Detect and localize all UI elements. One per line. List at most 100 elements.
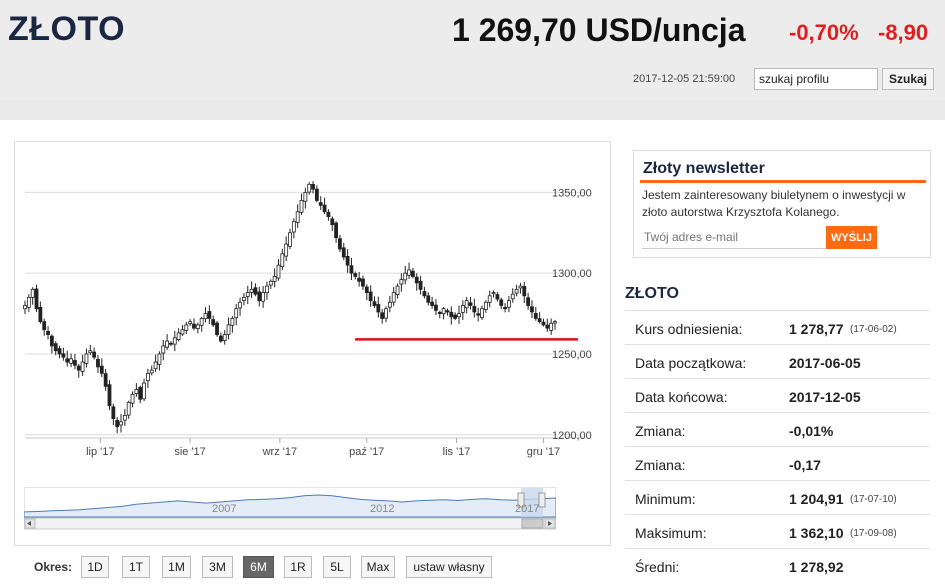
y-axis-labels: 1350,00 1300,00 1250,00 1200,00 xyxy=(552,187,592,441)
x-tick-label: wrz '17 xyxy=(262,446,298,458)
stats-row: Minimum: 1 204,91 (17-07-10) xyxy=(625,480,930,514)
candle xyxy=(126,400,131,419)
candle xyxy=(410,267,415,279)
candle xyxy=(172,330,177,352)
candle xyxy=(357,271,362,287)
candle xyxy=(184,321,189,334)
period-button-6m[interactable]: 6M xyxy=(243,556,274,578)
candle xyxy=(96,355,100,373)
candle xyxy=(480,305,484,320)
stats-label: Kurs odniesienia: xyxy=(635,321,743,337)
candle xyxy=(153,354,158,373)
scrollbar-thumb[interactable] xyxy=(521,518,544,529)
candle xyxy=(261,286,266,308)
newsletter-text: Jestem zainteresowany biuletynem o inwes… xyxy=(642,188,906,219)
candle xyxy=(34,284,39,313)
candle xyxy=(149,365,154,376)
newsletter-box: Złoty newsletter Jestem zainteresowany b… xyxy=(633,150,931,258)
period-button-3m[interactable]: 3M xyxy=(202,556,233,578)
profile-search-input[interactable] xyxy=(754,68,878,90)
search-button[interactable]: Szukaj xyxy=(882,68,934,90)
candle xyxy=(507,296,511,313)
candle xyxy=(353,271,358,280)
candle xyxy=(368,285,373,307)
candle xyxy=(526,292,531,310)
candle xyxy=(207,305,212,325)
grid-lines xyxy=(25,191,585,439)
candle xyxy=(291,218,296,239)
candle xyxy=(314,185,319,203)
candle xyxy=(545,318,550,332)
candle xyxy=(533,307,538,321)
candle xyxy=(460,300,465,320)
candle xyxy=(188,319,193,327)
navigator-tick-label: 2017 xyxy=(515,503,539,515)
candle xyxy=(487,290,492,308)
candle xyxy=(226,317,231,340)
candle xyxy=(234,303,239,326)
stats-value: 2017-06-05 xyxy=(789,355,861,371)
stats-value: 1 204,91 xyxy=(789,491,844,507)
newsletter-email-input[interactable] xyxy=(642,226,826,249)
stats-label: Maksimum: xyxy=(635,525,707,541)
candle xyxy=(42,318,47,336)
candle xyxy=(238,297,242,316)
candle xyxy=(61,347,66,361)
period-button-max[interactable]: Max xyxy=(361,556,395,578)
candle xyxy=(165,334,170,350)
navigator-selection xyxy=(521,488,543,517)
navigator-scrollbar[interactable] xyxy=(24,517,556,530)
candle xyxy=(130,391,135,408)
candle xyxy=(268,279,273,290)
candle xyxy=(211,315,216,328)
candle xyxy=(537,312,542,324)
candle xyxy=(284,236,289,262)
candle xyxy=(330,216,335,232)
chevron-right-icon xyxy=(548,521,552,526)
candle xyxy=(49,334,54,354)
candle xyxy=(345,249,350,273)
candle xyxy=(503,303,507,313)
candle xyxy=(84,348,89,368)
candle xyxy=(403,265,408,285)
candle xyxy=(138,385,143,404)
x-tick-label: paź '17 xyxy=(349,446,384,458)
stats-row: Data końcowa: 2017-12-05 xyxy=(625,378,930,412)
candle xyxy=(311,181,315,194)
navigator-handle-left[interactable] xyxy=(517,492,525,508)
range-navigator[interactable]: 2007 2012 2017 xyxy=(24,487,556,530)
stats-value: 1 278,77 xyxy=(789,321,844,337)
candle xyxy=(387,295,392,313)
period-button-1r[interactable]: 1R xyxy=(284,556,312,578)
period-button-custom[interactable]: ustaw własny xyxy=(406,556,492,578)
stats-date: (17-09-08) xyxy=(850,528,897,539)
candle xyxy=(510,288,515,303)
price-chart[interactable]: 1350,00 1300,00 1250,00 1200,00 lip '17 sie … xyxy=(14,141,611,546)
candle xyxy=(145,368,150,388)
stats-value: 1 278,92 xyxy=(789,559,844,575)
candle xyxy=(553,319,557,330)
candle xyxy=(322,197,327,215)
candle xyxy=(230,316,235,333)
candlestick-chart[interactable]: 1350,00 1300,00 1250,00 1200,00 lip '17 sie … xyxy=(15,142,612,547)
navigator-handle-right[interactable] xyxy=(538,492,546,508)
candle xyxy=(30,287,35,305)
candle xyxy=(272,268,277,288)
period-button-1d[interactable]: 1D xyxy=(81,556,109,578)
period-button-1m[interactable]: 1M xyxy=(162,556,191,578)
newsletter-send-button[interactable]: WYŚLIJ xyxy=(826,226,877,249)
period-button-1t[interactable]: 1T xyxy=(122,556,150,578)
period-button-5l[interactable]: 5L xyxy=(323,556,351,578)
candle xyxy=(23,300,27,314)
stats-date: (17-06-02) xyxy=(850,324,897,335)
candle xyxy=(361,275,365,291)
candles xyxy=(23,181,578,434)
candle xyxy=(414,273,419,291)
x-tick-label: lis '17 xyxy=(443,446,471,458)
candle xyxy=(53,341,58,356)
candle xyxy=(280,248,285,271)
stats-label: Zmiana: xyxy=(635,457,686,473)
candle xyxy=(437,310,442,319)
candle xyxy=(491,290,496,298)
candle xyxy=(468,297,473,310)
